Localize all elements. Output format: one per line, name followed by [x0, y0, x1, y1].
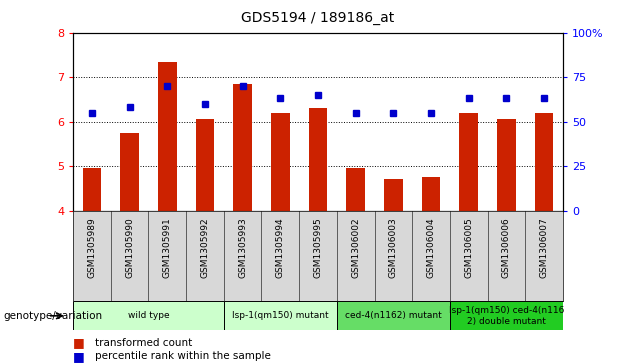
Text: percentile rank within the sample: percentile rank within the sample [95, 351, 272, 362]
Text: GSM1305991: GSM1305991 [163, 217, 172, 278]
Bar [158, 62, 177, 211]
Text: wild type: wild type [128, 311, 169, 320]
Bar [384, 179, 403, 211]
Bar [497, 119, 516, 211]
Text: GSM1305993: GSM1305993 [238, 217, 247, 278]
Text: ■: ■ [73, 337, 85, 350]
Text: GSM1305995: GSM1305995 [314, 217, 322, 278]
Bar [346, 168, 365, 211]
Bar [535, 113, 553, 211]
Bar [224, 301, 337, 330]
Text: GSM1306006: GSM1306006 [502, 217, 511, 278]
Bar [337, 301, 450, 330]
Bar [271, 113, 290, 211]
Text: GDS5194 / 189186_at: GDS5194 / 189186_at [242, 11, 394, 25]
Text: lsp-1(qm150) ced-4(n116
2) double mutant: lsp-1(qm150) ced-4(n116 2) double mutant [448, 306, 564, 326]
Text: GSM1306003: GSM1306003 [389, 217, 398, 278]
Bar [422, 177, 441, 211]
Text: lsp-1(qm150) mutant: lsp-1(qm150) mutant [232, 311, 329, 320]
Text: GSM1305989: GSM1305989 [88, 217, 97, 278]
Text: GSM1306007: GSM1306007 [539, 217, 548, 278]
Bar [459, 113, 478, 211]
Bar [73, 301, 224, 330]
Bar [233, 84, 252, 211]
Text: ■: ■ [73, 350, 85, 363]
Text: ced-4(n1162) mutant: ced-4(n1162) mutant [345, 311, 442, 320]
Bar [196, 119, 214, 211]
Bar [83, 168, 101, 211]
Text: GSM1306005: GSM1306005 [464, 217, 473, 278]
Bar [308, 108, 328, 211]
Bar [450, 301, 563, 330]
Text: transformed count: transformed count [95, 338, 193, 348]
Text: GSM1306004: GSM1306004 [427, 217, 436, 278]
Bar [120, 133, 139, 211]
Text: GSM1305992: GSM1305992 [200, 217, 209, 278]
Text: GSM1306002: GSM1306002 [351, 217, 360, 278]
Text: genotype/variation: genotype/variation [3, 311, 102, 321]
Text: GSM1305994: GSM1305994 [276, 217, 285, 278]
Text: GSM1305990: GSM1305990 [125, 217, 134, 278]
